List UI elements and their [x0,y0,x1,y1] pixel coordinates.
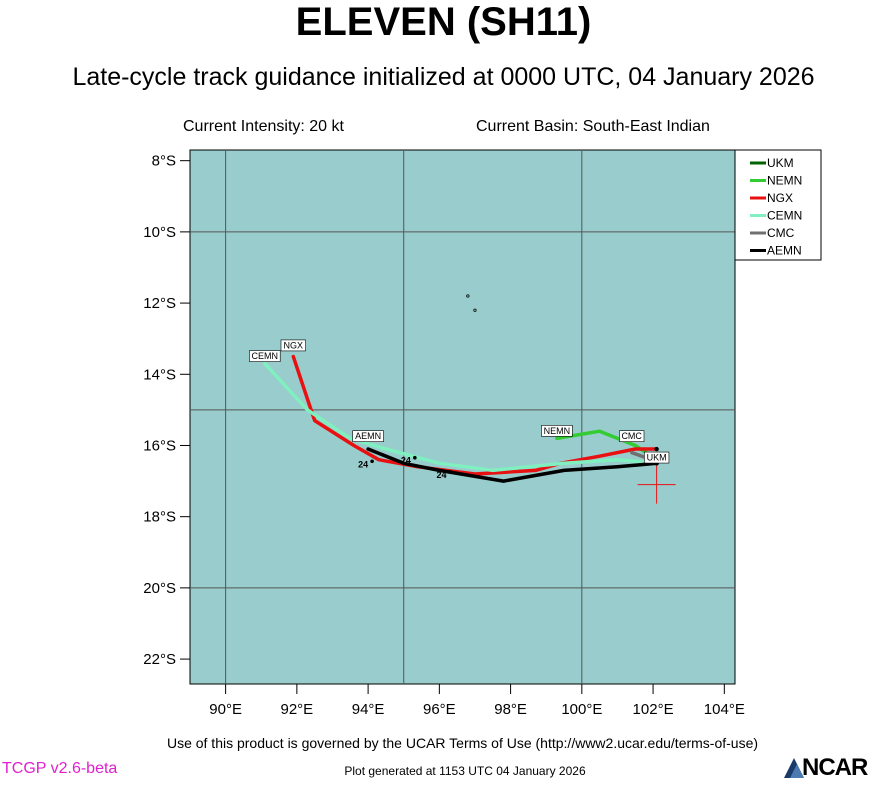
model-tag-cemn: CEMN [252,351,279,361]
lat-tick-label: 8°S [152,153,176,170]
model-tag-box [541,425,573,437]
ncar-logo-icon [784,758,804,778]
page-title: ELEVEN (SH11) [295,0,592,44]
model-tag-ngx: NGX [284,340,304,350]
model-tag-nemn: NEMN [544,426,571,436]
legend-label-cemn: CEMN [767,209,802,223]
lon-tick-label: 98°E [494,701,527,718]
lon-tick-label: 104°E [704,701,745,718]
ncar-logo-text: NCAR [802,754,868,781]
lon-tick-label: 90°E [209,701,242,718]
forecast-hour-label: 24 [436,470,446,480]
legend-label-nemn: NEMN [767,174,802,188]
map-frame [189,149,736,685]
lat-tick-label: 16°S [143,437,176,454]
lon-tick-label: 102°E [633,701,674,718]
lat-tick-label: 14°S [143,366,176,383]
forecast-hour-label: 24 [358,459,368,469]
forecast-hour-labels: 24 24 24 [358,455,453,480]
version-label: TCGP v2.6-beta [2,760,118,777]
page-subtitle: Late-cycle track guidance initialized at… [72,63,815,91]
model-tag-box [644,451,670,464]
current-basin: Current Basin: South-East Indian [476,118,710,135]
forecast-hour-dot [448,470,453,474]
model-tag-box [249,350,281,362]
generated-timestamp: Plot generated at 1153 UTC 04 January 20… [344,764,586,778]
map-grid [190,150,735,684]
legend-label-cmc: CMC [767,226,795,240]
lat-tick-label: 10°S [143,224,176,241]
track-cemn [263,361,659,473]
model-tag-box [619,430,645,443]
lon-tick-label: 100°E [561,701,602,718]
lat-tick-label: 20°S [143,580,176,597]
legend-label-ukm: UKM [767,156,794,170]
model-tag-cmc: CMC [621,431,642,441]
model-tag-box [352,430,384,443]
terms-of-use: Use of this product is governed by the U… [166,735,759,751]
track-aemn [366,447,659,483]
axis-ticks: 90°E 92°E 94°E 96°E 98°E 100°E 102°E 104°E 8°S 10… [143,153,745,718]
island [473,308,477,312]
legend-label-aemn: AEMN [767,244,802,258]
lon-tick-label: 96°E [423,701,456,718]
lat-tick-label: 18°S [143,509,176,526]
legend-box [734,149,822,261]
model-tag-aemn: AEMN [355,431,381,441]
model-tags: CEMN NGX AEMN NEMN CMC UKM [249,339,670,464]
legend: UKM NEMN NGX CEMN CMC AEMN [734,149,822,261]
forecast-hour-dot [370,459,374,464]
islands [466,294,477,312]
lon-tick-label: 94°E [352,701,385,718]
track-start-ngx [654,446,659,452]
forecast-hour-dot [413,455,417,460]
model-tag-ukm: UKM [647,453,667,463]
current-intensity: Current Intensity: 20 kt [183,118,344,135]
ncar-logo: NCAR [782,752,887,781]
current-position-marker [637,465,676,504]
lat-tick-label: 12°S [143,295,176,312]
lon-tick-label: 92°E [281,701,314,718]
island [466,294,470,298]
lat-tick-label: 22°S [143,651,176,668]
model-tag-box [280,339,306,352]
forecast-hour-label: 24 [401,456,411,466]
legend-label-ngx: NGX [767,191,793,205]
